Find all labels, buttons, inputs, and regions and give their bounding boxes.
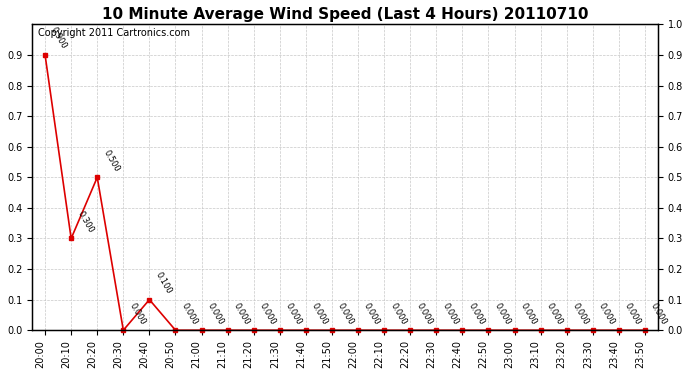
Text: 0.000: 0.000 [519, 301, 538, 326]
Text: 0.900: 0.900 [49, 26, 69, 51]
Text: 0.000: 0.000 [310, 301, 330, 326]
Text: 0.000: 0.000 [440, 301, 460, 326]
Text: 0.000: 0.000 [232, 301, 251, 326]
Text: 0.000: 0.000 [597, 301, 617, 326]
Text: 0.000: 0.000 [258, 301, 277, 326]
Text: 0.000: 0.000 [493, 301, 512, 326]
Text: 0.000: 0.000 [284, 301, 304, 326]
Text: 0.000: 0.000 [128, 301, 147, 326]
Title: 10 Minute Average Wind Speed (Last 4 Hours) 20110710: 10 Minute Average Wind Speed (Last 4 Hou… [101, 7, 589, 22]
Text: 0.500: 0.500 [101, 148, 121, 173]
Text: 0.000: 0.000 [466, 301, 486, 326]
Text: 0.300: 0.300 [75, 209, 95, 234]
Text: 0.000: 0.000 [623, 301, 642, 326]
Text: 0.000: 0.000 [388, 301, 408, 326]
Text: 0.100: 0.100 [154, 270, 173, 296]
Text: 0.000: 0.000 [336, 301, 356, 326]
Text: 0.000: 0.000 [415, 301, 434, 326]
Text: Copyright 2011 Cartronics.com: Copyright 2011 Cartronics.com [39, 27, 190, 38]
Text: 0.000: 0.000 [179, 301, 199, 326]
Text: 0.000: 0.000 [571, 301, 591, 326]
Text: 0.000: 0.000 [206, 301, 226, 326]
Text: 0.000: 0.000 [362, 301, 382, 326]
Text: 0.000: 0.000 [649, 301, 669, 326]
Text: 0.000: 0.000 [545, 301, 564, 326]
